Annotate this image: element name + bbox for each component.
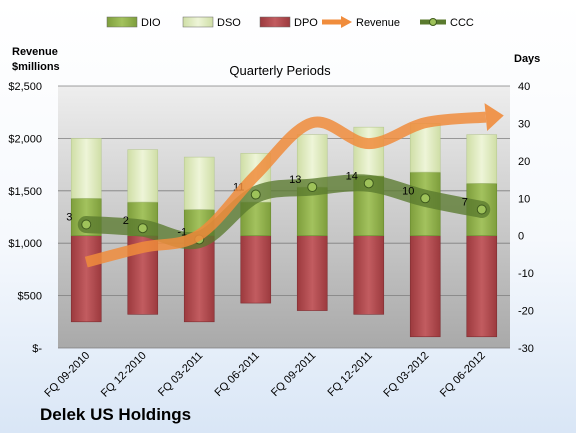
right-tick-label: 30 — [518, 118, 530, 130]
legend-label-revenue: Revenue — [356, 17, 400, 29]
bar-dpo — [409, 235, 441, 338]
x-tick-label: FQ 03-2012 — [381, 350, 431, 400]
ccc-data-label: 2 — [123, 215, 129, 227]
right-tick-label: -30 — [518, 343, 534, 355]
bar-series — [70, 123, 498, 338]
legend-label-dpo: DPO — [294, 17, 318, 29]
bar-dso — [127, 149, 159, 203]
legend: DIO DSO DPO Revenue CCC — [106, 16, 474, 29]
ccc-data-label: -1 — [177, 226, 187, 238]
ccc-data-label: 13 — [289, 174, 301, 186]
bar-dpo — [466, 235, 498, 338]
bar-dpo — [240, 235, 272, 304]
legend-label-dso: DSO — [217, 17, 241, 29]
bar-dso — [70, 138, 102, 199]
legend-label-dio: DIO — [141, 17, 161, 29]
left-tick-label: $500 — [18, 291, 42, 303]
left-axis-ticks: $- $500 $1,000 $1,500 $2,000 $2,500 — [8, 81, 42, 355]
ccc-point — [307, 182, 318, 193]
ccc-data-label: 14 — [346, 170, 358, 182]
ccc-point — [476, 204, 487, 215]
bar-dso — [183, 156, 215, 210]
bar-dso — [466, 134, 498, 184]
ccc-point — [420, 193, 431, 204]
ccc-point — [250, 189, 261, 200]
left-axis-title-line2: $millions — [12, 61, 60, 73]
x-tick-label: FQ 12-2011 — [325, 350, 374, 399]
revenue-arrowhead — [484, 103, 504, 132]
ccc-line — [77, 174, 491, 250]
legend-swatch-ccc-dot — [429, 18, 437, 26]
revenue-line — [84, 111, 487, 268]
ccc-point — [81, 219, 92, 230]
x-tick-label: FQ 06-2011 — [212, 350, 261, 399]
left-tick-label: $- — [32, 343, 42, 355]
left-tick-label: $1,000 — [8, 238, 42, 250]
right-tick-label: 20 — [518, 156, 530, 168]
x-tick-label: FQ 06-2012 — [438, 350, 488, 400]
legend-swatch-dpo — [259, 16, 291, 28]
legend-swatch-dso — [182, 16, 214, 28]
ccc-data-label: 7 — [462, 197, 468, 209]
left-tick-label: $2,000 — [8, 133, 42, 145]
bar-dso — [353, 126, 385, 177]
right-tick-label: 10 — [518, 193, 530, 205]
left-axis-title-line1: Revenue — [12, 46, 58, 58]
company-name: Delek US Holdings — [40, 405, 191, 424]
legend-label-ccc: CCC — [450, 17, 474, 29]
legend-swatch-dio — [106, 16, 138, 28]
bar-dpo — [353, 235, 385, 315]
right-axis-title: Days — [514, 53, 540, 65]
right-tick-label: -20 — [518, 306, 534, 318]
bar-dpo — [70, 235, 102, 323]
legend-swatch-revenue-head — [341, 16, 352, 28]
bar-dpo — [296, 235, 328, 311]
right-tick-label: 40 — [518, 81, 530, 93]
chart-subtitle: Quarterly Periods — [229, 63, 331, 78]
x-tick-label: FQ 09-2010 — [42, 350, 92, 400]
left-tick-label: $1,500 — [8, 186, 42, 198]
x-axis-labels: FQ 09-2010 FQ 12-2010 FQ 03-2011 FQ 06-2011… — [42, 350, 487, 400]
ccc-data-label: 3 — [66, 211, 72, 223]
ccc-data-label: 10 — [402, 185, 414, 197]
x-tick-label: FQ 12-2010 — [99, 350, 149, 400]
x-tick-label: FQ 03-2011 — [156, 350, 205, 399]
ccc-point — [137, 223, 148, 234]
left-tick-label: $2,500 — [8, 81, 42, 93]
right-axis-ticks: -30 -20 -10 0 10 20 30 40 — [518, 81, 534, 355]
right-tick-label: -10 — [518, 268, 534, 280]
ccc-point — [363, 178, 374, 189]
right-tick-label: 0 — [518, 231, 524, 243]
x-tick-label: FQ 09-2011 — [269, 350, 318, 399]
